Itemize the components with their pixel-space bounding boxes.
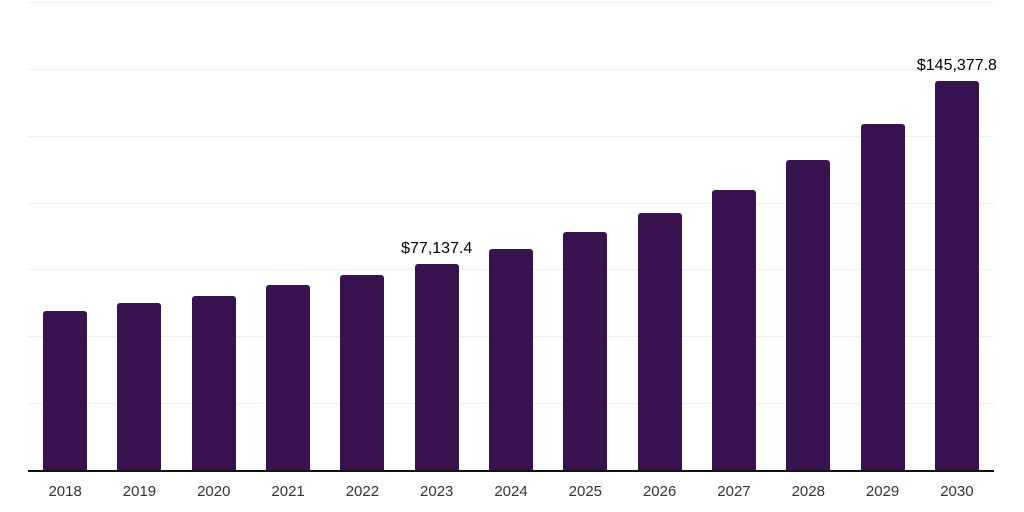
bar-2028[interactable] xyxy=(786,160,831,470)
x-axis-line xyxy=(28,470,994,472)
bar-slot-2019 xyxy=(102,2,176,470)
bar-2021[interactable] xyxy=(266,284,311,470)
x-tick-label-2027: 2027 xyxy=(717,483,751,500)
bar-slot-2022 xyxy=(325,2,399,470)
bar-2030[interactable] xyxy=(934,81,979,470)
gridline xyxy=(28,68,994,70)
bar-slot-2029 xyxy=(845,2,919,470)
x-tick-label-2023: 2023 xyxy=(420,483,454,500)
x-tick-label-2018: 2018 xyxy=(48,483,82,500)
bar-slot-2027 xyxy=(697,2,771,470)
bar-2025[interactable] xyxy=(563,231,608,470)
bar-slot-2021 xyxy=(251,2,325,470)
gridline xyxy=(28,135,994,137)
bar-2027[interactable] xyxy=(711,190,756,470)
x-axis-tick-labels: 2018 2019 2020 2021 2022 2023 2024 2025 2026 2027… xyxy=(28,483,994,501)
gridline xyxy=(28,2,994,3)
x-tick-label-2022: 2022 xyxy=(345,483,380,500)
bar-2029[interactable] xyxy=(860,124,905,470)
bar-slot-2030: $145,377.8 xyxy=(916,2,997,470)
x-tick-label-2030: 2030 xyxy=(940,483,974,500)
x-tick-label-2025: 2025 xyxy=(568,483,603,500)
bar-slots: $77,137.4 $145,377.8 xyxy=(28,2,997,470)
bar-slot-2025 xyxy=(548,2,622,470)
bar-slot-2023: $77,137.4 xyxy=(400,2,474,470)
bar-2026[interactable] xyxy=(637,213,682,470)
bar-2022[interactable] xyxy=(340,275,385,470)
bar-value-label-2023: $77,137.4 xyxy=(401,239,473,257)
bar-value-label-2030: $145,377.8 xyxy=(916,57,997,75)
x-tick-label-2026: 2026 xyxy=(642,483,677,500)
bar-slot-2026 xyxy=(623,2,697,470)
plot-area: $77,137.4 $145,377.8 xyxy=(28,2,997,472)
x-tick-label-2029: 2029 xyxy=(865,483,900,500)
x-tick-label-2024: 2024 xyxy=(494,483,528,500)
bar-2023[interactable] xyxy=(414,263,459,470)
bar-slot-2020 xyxy=(177,2,251,470)
bar-slot-2018 xyxy=(28,2,102,470)
bar-slot-2028 xyxy=(771,2,845,470)
x-tick-label-2020: 2020 xyxy=(197,483,231,500)
x-tick-label-2028: 2028 xyxy=(791,483,825,500)
bar-slot-2024 xyxy=(474,2,548,470)
bar-2024[interactable] xyxy=(489,249,534,470)
bar-2019[interactable] xyxy=(117,303,162,470)
bar-2018[interactable] xyxy=(43,311,88,470)
x-tick-label-2019: 2019 xyxy=(122,483,157,500)
x-tick-label-2021: 2021 xyxy=(271,483,305,500)
bar-2020[interactable] xyxy=(191,296,236,470)
gridline xyxy=(28,202,994,204)
